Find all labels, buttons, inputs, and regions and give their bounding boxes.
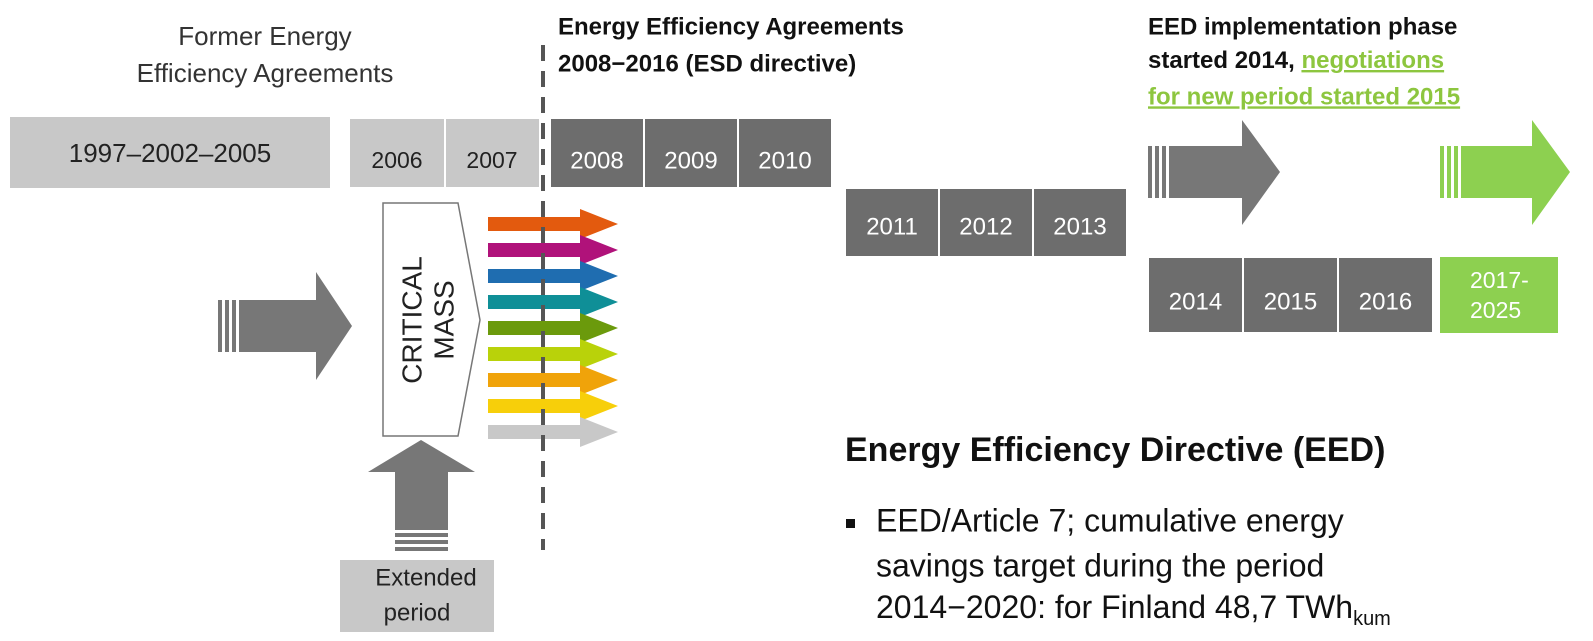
colored-arrow xyxy=(488,313,618,343)
arrow xyxy=(368,440,475,551)
year-label: 2014 xyxy=(1169,288,1222,315)
eed-heading: started 2014, negotiations xyxy=(1148,47,1444,74)
colored-arrow xyxy=(488,235,618,265)
year-box xyxy=(938,187,1034,258)
year-box xyxy=(1242,256,1339,334)
year-label: 2013 xyxy=(1053,213,1106,240)
bullet-text: 2014−2020: for Finland 48,7 TWh xyxy=(876,589,1353,625)
colored-arrow xyxy=(488,209,618,239)
year-label: 2011 xyxy=(866,213,918,240)
bullet-text: savings target during the period xyxy=(876,547,1324,583)
bullet-text: EED/Article 7; cumulative energy xyxy=(876,502,1344,538)
esd-heading: 2008−2016 (ESD directive) xyxy=(558,50,856,77)
new-period-label: 2017- xyxy=(1470,267,1529,293)
year-label: 2010 xyxy=(758,147,811,174)
esd-heading: Energy Efficiency Agreements xyxy=(558,13,904,40)
colored-arrow xyxy=(488,365,618,395)
year-label: 2016 xyxy=(1359,288,1412,315)
colored-arrows xyxy=(488,209,618,447)
year-label: 2008 xyxy=(570,147,623,174)
year-box xyxy=(1032,187,1128,258)
directive-title: Energy Efficiency Directive (EED) xyxy=(845,431,1385,469)
subscript: kum xyxy=(1353,608,1391,630)
year-box xyxy=(444,117,541,189)
year-label: 2012 xyxy=(959,213,1012,240)
colored-arrow xyxy=(488,339,618,369)
extended-box xyxy=(340,560,494,632)
year-label: 2015 xyxy=(1264,288,1317,315)
year-label: 2009 xyxy=(664,147,717,174)
extended-label: Extended xyxy=(375,564,476,591)
extended-label: period xyxy=(384,599,451,626)
arrow xyxy=(218,272,352,380)
eed-link[interactable]: negotiations xyxy=(1301,47,1444,74)
year-box xyxy=(348,117,446,189)
bullet xyxy=(846,519,855,528)
colored-arrow xyxy=(488,287,618,317)
year-box xyxy=(844,187,940,258)
new-period-label: 2025 xyxy=(1470,297,1521,323)
arrow xyxy=(1148,120,1280,225)
year-label: 2007 xyxy=(466,147,517,173)
former-title: Efficiency Agreements xyxy=(137,58,394,88)
colored-arrow xyxy=(488,417,618,447)
period-box xyxy=(10,117,330,188)
eed-heading: EED implementation phase xyxy=(1148,13,1457,40)
bullet-text: 2014−2020: for Finland 48,7 TWhkum xyxy=(876,589,1391,630)
year-label: 2006 xyxy=(371,147,422,173)
eed-link[interactable]: for new period started 2015 xyxy=(1148,83,1460,110)
critical-mass-label: CRITICAL xyxy=(396,256,427,384)
year-box xyxy=(1337,256,1434,334)
colored-arrow xyxy=(488,391,618,421)
year-box xyxy=(549,117,645,189)
period-label: 1997–2002–2005 xyxy=(69,138,271,168)
former-title: Former Energy xyxy=(178,21,351,51)
colored-arrow xyxy=(488,261,618,291)
arrow xyxy=(1440,120,1570,225)
critical-mass-label: MASS xyxy=(428,280,459,359)
year-box xyxy=(1147,256,1244,334)
year-box xyxy=(737,117,833,189)
new-period-box xyxy=(1440,257,1558,333)
year-box xyxy=(643,117,739,189)
critical-mass-shape xyxy=(382,202,481,437)
eed-heading-text: started 2014, xyxy=(1148,47,1295,74)
